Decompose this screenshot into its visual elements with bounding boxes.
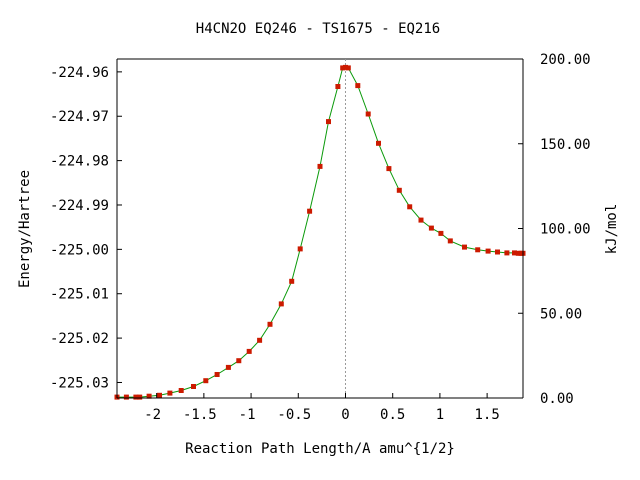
y-tick-label: -224.99: [50, 198, 109, 214]
data-point: [475, 247, 481, 253]
y-axis-left: -224.96 -224.97 -224.98 -224.99 -225.00 -225.…: [50, 59, 122, 398]
data-point: [225, 364, 231, 370]
y-tick-label: -224.96: [50, 65, 109, 81]
x-axis: -2 -1.5 -1 -0.5 0 0.5 1 1.5: [117, 393, 523, 423]
data-point: [278, 301, 284, 307]
x-axis-label: Reaction Path Length/A amu^{1/2}: [185, 441, 455, 457]
data-point: [428, 225, 434, 231]
data-point: [307, 208, 313, 214]
y-tick-label: -224.97: [50, 109, 109, 125]
x-tick-label: 0.5: [380, 407, 405, 423]
data-point: [418, 217, 424, 223]
y2-tick-label: 0.00: [540, 391, 574, 407]
chart-title: H4CN2O EQ246 - TS1675 - EQ216: [196, 21, 440, 37]
x-tick-label: -1: [239, 407, 256, 423]
data-point: [246, 348, 252, 354]
data-point: [343, 64, 348, 70]
data-point: [317, 163, 323, 169]
data-point: [178, 388, 184, 393]
data-point: [236, 358, 242, 364]
data-point: [167, 390, 173, 396]
data-point: [326, 119, 331, 125]
y2-tick-label: 100.00: [540, 222, 591, 238]
x-tick-label: 1.5: [474, 407, 499, 423]
y2-axis-label: kJ/mol: [604, 204, 620, 255]
data-point: [396, 187, 402, 193]
data-point: [504, 250, 510, 256]
y-tick-label: -225.00: [50, 242, 109, 258]
data-point: [297, 246, 303, 252]
data-point: [267, 321, 273, 327]
x-tick-label: -0.5: [277, 407, 311, 423]
data-point: [438, 230, 444, 236]
data-point: [462, 244, 467, 250]
data-point: [203, 378, 209, 384]
y-tick-label: -225.03: [50, 375, 109, 391]
data-point: [376, 140, 381, 146]
y2-tick-label: 200.00: [540, 52, 591, 68]
x-tick-label: -1.5: [183, 407, 217, 423]
data-point: [365, 111, 371, 117]
data-point: [495, 249, 500, 255]
data-point: [214, 372, 220, 377]
data-point: [447, 238, 453, 244]
y-tick-label: -225.02: [50, 331, 109, 347]
data-point: [485, 248, 491, 254]
series-line: [117, 66, 523, 398]
x-tick-label: 0: [341, 407, 349, 423]
data-point: [345, 65, 351, 71]
y-tick-label: -224.98: [50, 154, 109, 170]
data-point: [133, 394, 139, 400]
y2-tick-label: 150.00: [540, 137, 591, 153]
data-point: [407, 204, 413, 210]
data-point: [191, 384, 196, 389]
data-point: [157, 392, 162, 398]
data-point: [289, 278, 295, 284]
y-axis-label: Energy/Hartree: [17, 170, 33, 288]
data-point: [123, 394, 129, 400]
x-tick-label: -2: [144, 407, 161, 423]
data-point: [335, 84, 341, 89]
y-axis-right: 0.00 50.00 100.00 150.00 200.00: [518, 52, 591, 407]
data-point: [386, 166, 392, 172]
data-point: [257, 337, 263, 343]
data-point: [340, 65, 346, 71]
x-tick-label: 1: [436, 407, 444, 423]
y-tick-label: -225.01: [50, 287, 109, 303]
data-point: [512, 250, 517, 256]
data-point: [137, 394, 143, 400]
y2-tick-label: 50.00: [540, 306, 582, 322]
plot-area: [114, 58, 526, 400]
data-point: [355, 83, 361, 89]
data-point: [515, 250, 521, 256]
data-point: [146, 393, 152, 399]
